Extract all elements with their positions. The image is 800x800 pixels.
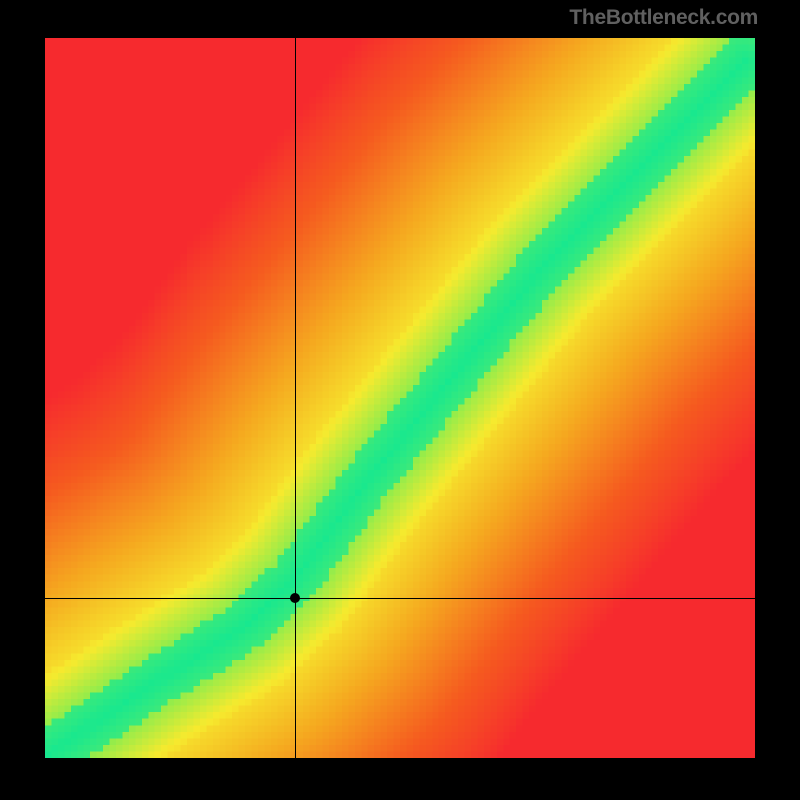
marker-point xyxy=(290,593,300,603)
watermark-text: TheBottleneck.com xyxy=(569,6,758,30)
crosshair-horizontal xyxy=(45,598,755,599)
plot-area xyxy=(45,38,755,758)
crosshair-vertical xyxy=(295,38,296,758)
chart-container: TheBottleneck.com xyxy=(0,0,800,800)
heatmap-canvas xyxy=(45,38,755,758)
